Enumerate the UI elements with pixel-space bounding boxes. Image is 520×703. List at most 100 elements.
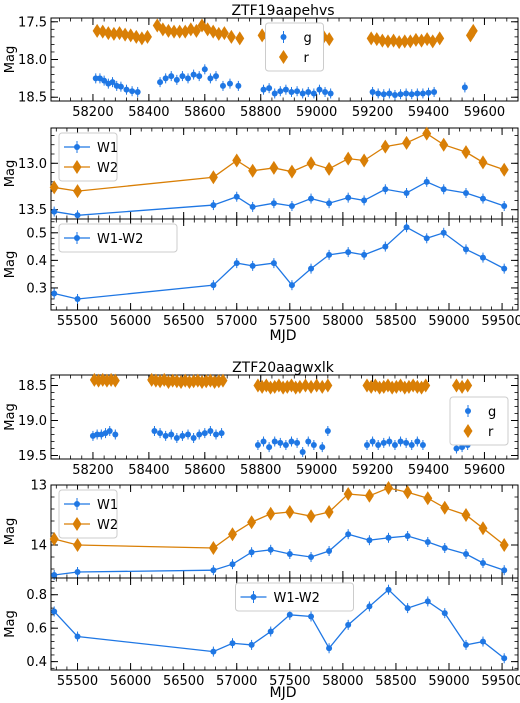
f2-ztf-series-r bbox=[89, 372, 473, 395]
f1-ztf-legend-marker-0 bbox=[280, 34, 287, 40]
f2-wise-legend-marker-1 bbox=[72, 517, 82, 531]
f1-color-xtick-label-5: 58000 bbox=[322, 314, 363, 329]
f1-color-W1-W2-point-9 bbox=[345, 249, 352, 256]
f2-ztf-g-point-6 bbox=[151, 428, 158, 434]
f2-color-W1-W2-point-0 bbox=[51, 608, 58, 615]
f1-ztf-r-point-50 bbox=[435, 31, 445, 46]
f2-ztf-g-point-8 bbox=[162, 432, 169, 439]
f1-wise-W1-line bbox=[54, 181, 505, 216]
f1-ztf-g-point-10 bbox=[157, 79, 164, 86]
f2-ztf-r-point-38 bbox=[317, 379, 327, 394]
f1-ztf-xtick-label-7: 59600 bbox=[464, 105, 505, 120]
f2-wise-W2-point-15 bbox=[461, 508, 471, 522]
f2-color-xtick-label-5: 58000 bbox=[322, 674, 363, 689]
f1-ztf-r-point-12 bbox=[163, 23, 173, 38]
f2-color-W1-W2-point-7 bbox=[308, 613, 315, 620]
f1-color-xtick-label-7: 59000 bbox=[428, 314, 469, 329]
panel-f1-ztf: Mag 17.5 18.0 18.5 58200 58400 58600 58800 59000… bbox=[3, 15, 519, 120]
f1-wise-W1-point-7 bbox=[308, 195, 315, 202]
panel-f1-color: Mag 0.3 0.4 0.5 55500 56000 56500 57000 57500 580… bbox=[3, 218, 520, 329]
f1-ztf-g-point-14 bbox=[179, 73, 186, 80]
f2-wise-W1-point-10 bbox=[366, 537, 373, 544]
f2-color-xtick-label-2: 56500 bbox=[163, 674, 204, 689]
f1-wise-legend-label-0: W1 bbox=[97, 141, 118, 156]
f2-ztf-g-point-42 bbox=[419, 442, 426, 448]
f2-wise-W2-point-3 bbox=[227, 527, 237, 542]
f2-wise-W2-point-0 bbox=[49, 532, 59, 546]
f2-ztf-g-point-11 bbox=[179, 432, 186, 439]
f2-ztf-xtick-label-6: 59400 bbox=[408, 463, 449, 478]
f2-wise-W1-point-11 bbox=[385, 534, 392, 541]
f2-wise-W1-point-14 bbox=[441, 545, 448, 551]
f1-ztf-xtick-label-3: 58800 bbox=[240, 105, 281, 120]
f1-ztf-legend-label-0: g bbox=[304, 31, 312, 46]
f2-color-W1-W2-point-15 bbox=[462, 641, 469, 648]
f1-color-W1-W2-point-5 bbox=[270, 260, 277, 267]
f1-color-frame bbox=[50, 218, 519, 311]
f2-wise-W1-point-9 bbox=[345, 531, 352, 538]
f1-ztf-g-point-15 bbox=[185, 75, 192, 82]
f2-ztf-g-point-23 bbox=[277, 439, 284, 446]
f1-color-W1-W2-point-11 bbox=[382, 243, 389, 250]
f1-color-W1-W2-point-15 bbox=[462, 246, 469, 253]
f1-ztf-xtick-label-0: 58200 bbox=[72, 105, 113, 120]
f2-color-xtick-label-8: 59500 bbox=[481, 674, 520, 689]
f1-ztf-r-point-11 bbox=[158, 22, 168, 37]
f1-ztf-g-point-4 bbox=[109, 79, 116, 86]
f2-wise-W1-point-7 bbox=[308, 554, 315, 560]
f1-ztf-r-point-14 bbox=[175, 24, 185, 39]
f1-color-y-label: Mag bbox=[3, 251, 18, 278]
f2-ztf-xtick-label-4: 59000 bbox=[296, 463, 337, 478]
f2-wise-W1-point-2 bbox=[210, 567, 217, 574]
f2-wise-W1-line bbox=[54, 533, 505, 576]
f1-color-series-W1-W2 bbox=[51, 222, 508, 304]
f1-ztf-g-point-28 bbox=[282, 86, 289, 93]
f1-ztf-r-point-18 bbox=[197, 18, 207, 33]
f2-wise-W2-point-9 bbox=[343, 487, 353, 501]
f2-wise-W1-point-5 bbox=[267, 546, 274, 553]
f2-wise-W2-point-17 bbox=[499, 538, 509, 552]
f2-ztf-xtick-label-3: 58800 bbox=[240, 463, 281, 478]
f2-wise-W2-point-13 bbox=[423, 491, 433, 506]
f1-wise-W1-point-15 bbox=[462, 190, 469, 196]
f2-color-legend-box bbox=[235, 582, 354, 612]
f1-ztf-legend: gr bbox=[265, 22, 324, 72]
f1-ztf-g-point-45 bbox=[414, 90, 421, 97]
f1-wise-legend-marker-0 bbox=[74, 144, 80, 150]
f1-ztf-xtick-label-6: 59400 bbox=[408, 105, 449, 120]
f2-wise-frame bbox=[50, 484, 519, 579]
f1-ztf-g-point-18 bbox=[201, 66, 208, 73]
f2-color-xtick-label-7: 59000 bbox=[428, 674, 469, 689]
f1-color-W1-W2-point-6 bbox=[288, 282, 295, 289]
f1-ztf-g-point-46 bbox=[419, 90, 426, 97]
f1-wise-W2-line bbox=[54, 132, 505, 192]
f1-ztf-xtick-label-1: 58400 bbox=[128, 105, 169, 120]
f2-ztf-g-point-36 bbox=[386, 438, 393, 445]
f2-color-W1-W2-point-4 bbox=[248, 641, 255, 648]
f1-wise-W2-point-1 bbox=[73, 184, 83, 199]
f1-wise-W1-point-13 bbox=[423, 178, 430, 185]
f1-color-W1-W2-point-13 bbox=[423, 235, 430, 242]
f1-ztf-r-point-41 bbox=[383, 34, 393, 49]
f2-ztf-g-point-9 bbox=[168, 431, 175, 438]
f1-ztf-r-point-37 bbox=[324, 32, 334, 47]
f2-wise-W2-point-16 bbox=[478, 521, 488, 536]
f1-ztf-g-point-34 bbox=[316, 86, 323, 93]
f2-ztf-g-point-41 bbox=[414, 438, 421, 445]
f1-ztf-r-point-4 bbox=[115, 26, 125, 41]
f2-ztf-g-point-7 bbox=[157, 430, 164, 437]
f1-ztf-r-point-25 bbox=[257, 28, 267, 43]
f2-wise-W2-point-11 bbox=[384, 481, 394, 495]
f1-color-W1-W2-point-12 bbox=[403, 224, 410, 231]
f1-wise-W1-point-2 bbox=[210, 202, 217, 209]
f2-wise-W2-point-12 bbox=[403, 485, 413, 500]
f2-ztf-xtick-label-0: 58200 bbox=[72, 463, 113, 478]
f2-ztf-xtick-label-1: 58400 bbox=[128, 463, 169, 478]
f2-ztf-g-point-13 bbox=[190, 435, 197, 441]
f1-ztf-r-point-39 bbox=[372, 32, 382, 47]
f2-ztf-g-point-14 bbox=[196, 431, 203, 438]
f2-wise-W2-point-5 bbox=[266, 506, 276, 521]
f1-ztf-g-point-36 bbox=[327, 90, 334, 97]
f2-ztf-g-point-29 bbox=[310, 442, 317, 448]
f2-color-legend-label-0: W1-W2 bbox=[274, 591, 320, 606]
